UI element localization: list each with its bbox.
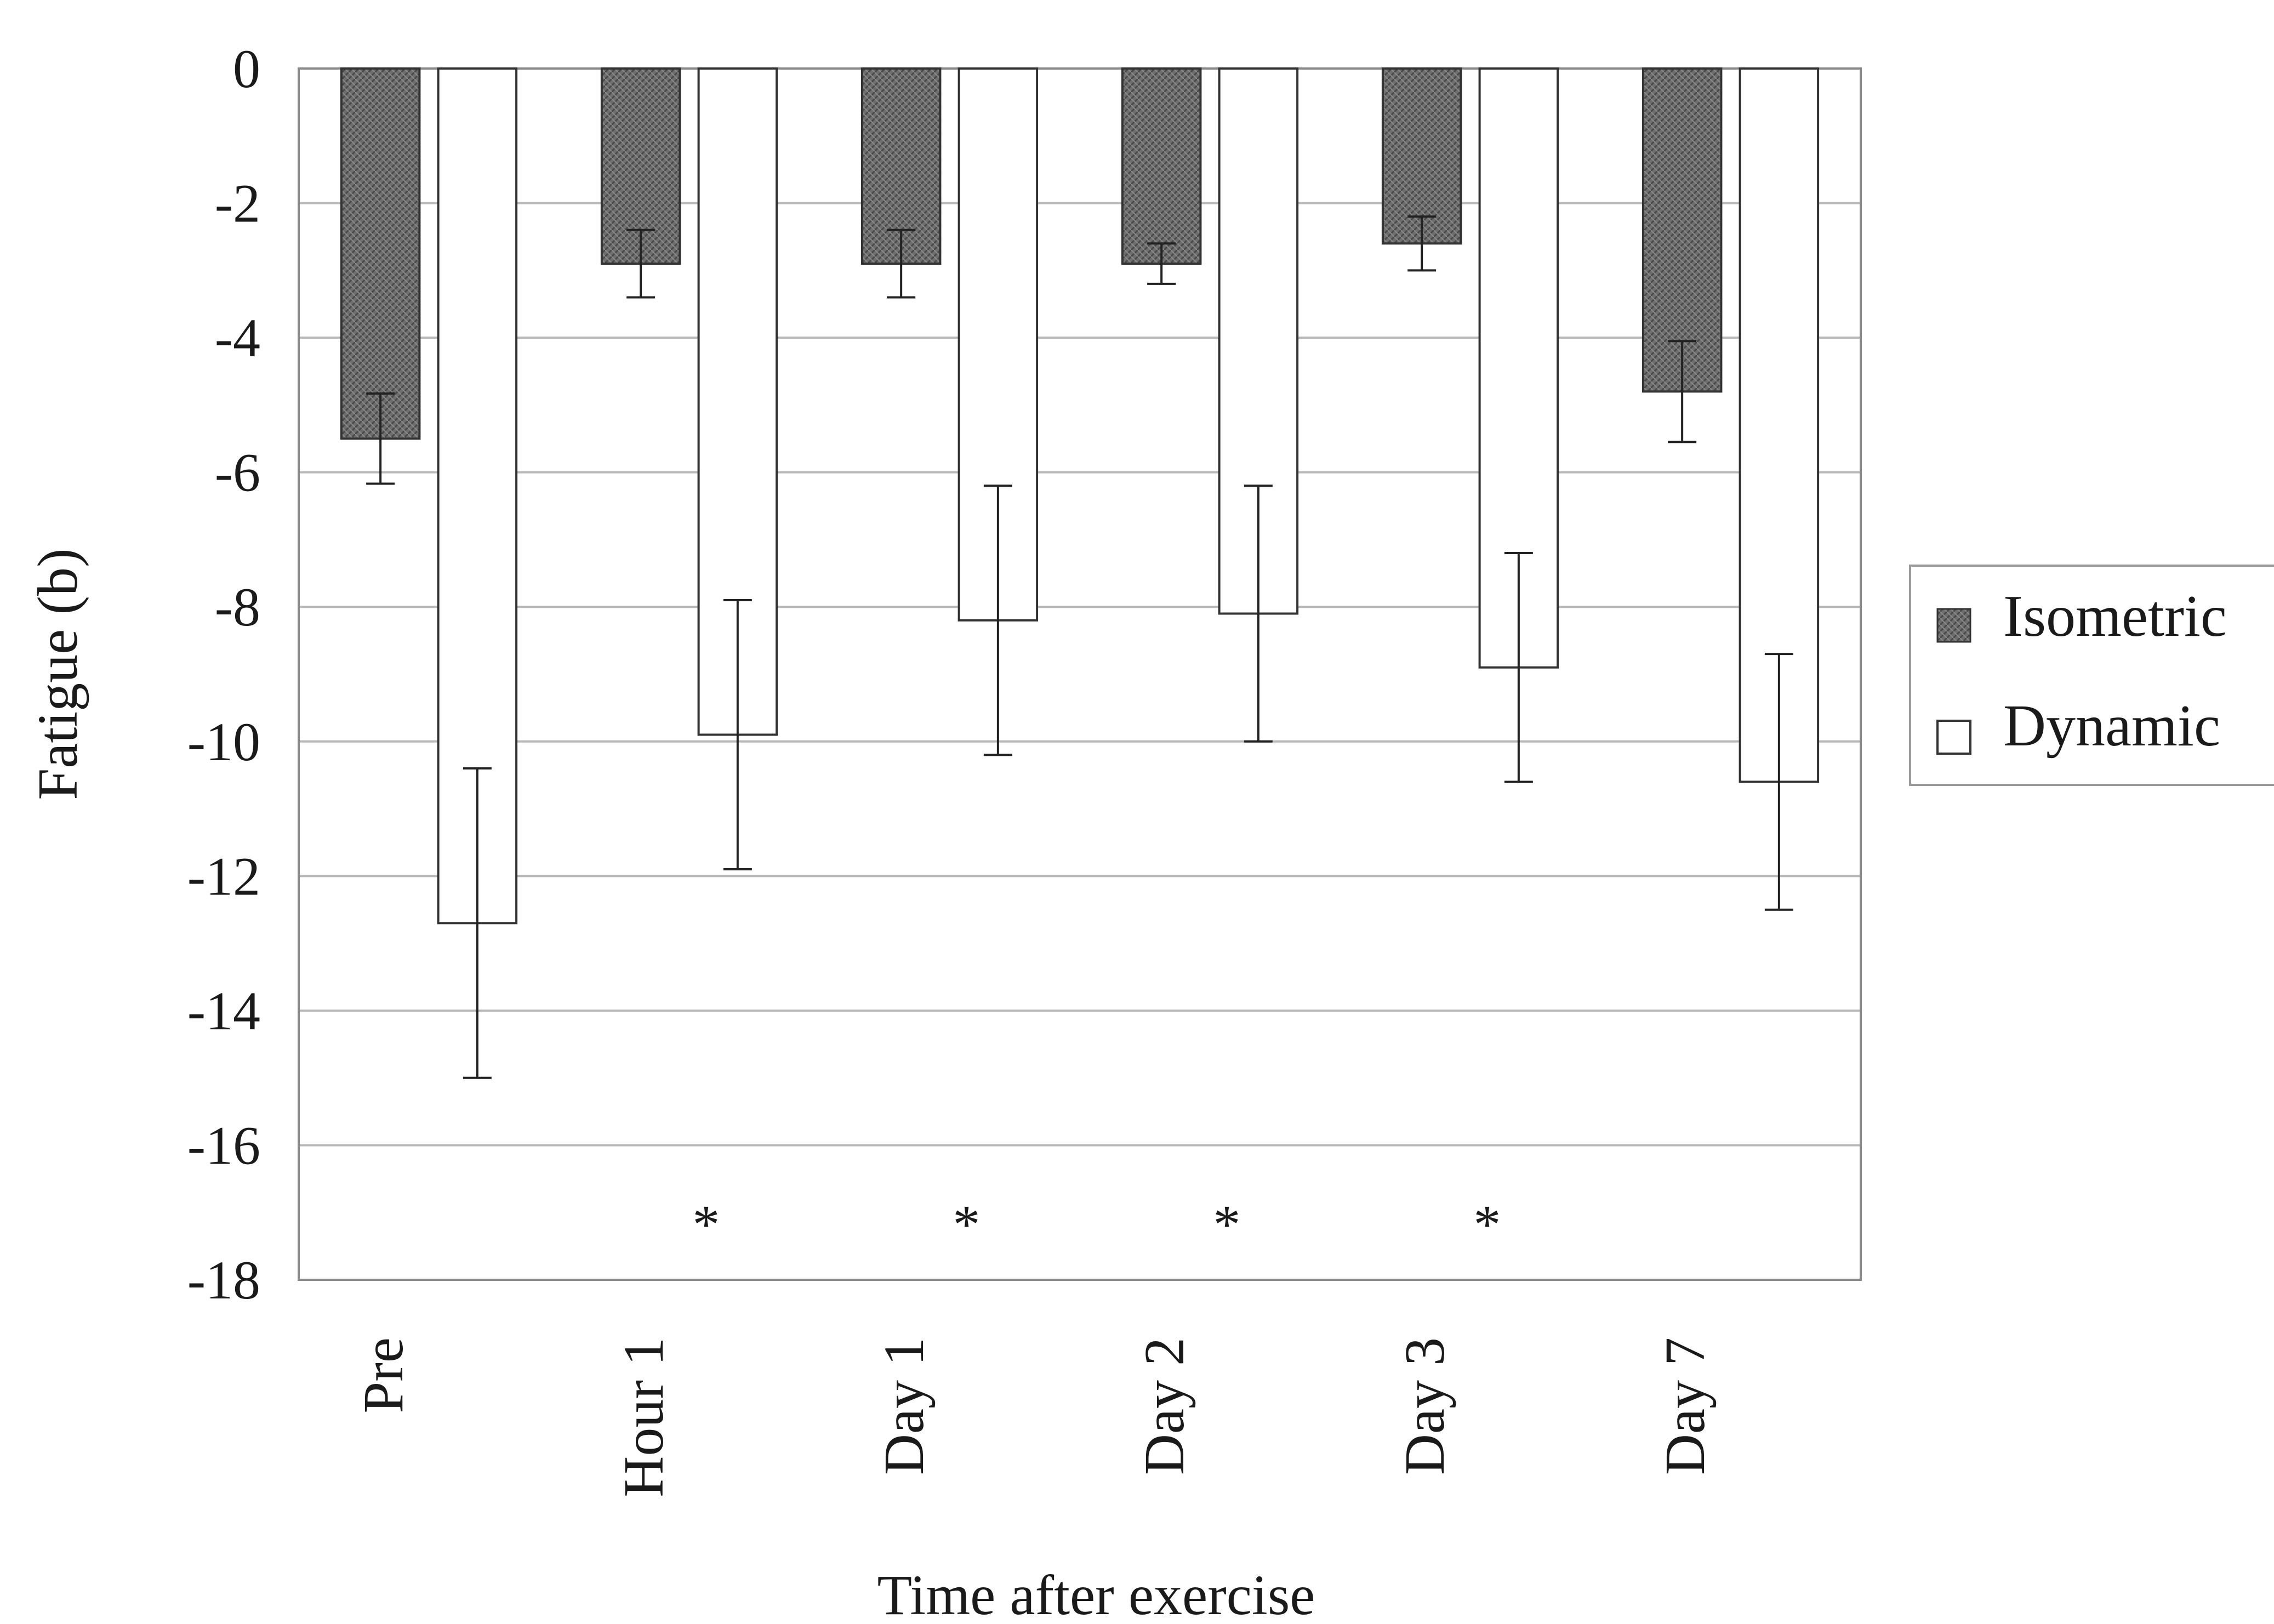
y-tick-label: -4 bbox=[215, 307, 260, 368]
legend-label-dynamic: Dynamic bbox=[2003, 693, 2220, 759]
y-tick-label: -12 bbox=[187, 846, 260, 907]
x-tick-label: Day 1 bbox=[873, 1337, 936, 1475]
x-tick-label: Day 7 bbox=[1654, 1337, 1717, 1475]
bars bbox=[340, 67, 1820, 925]
legend: Isometric Dynamic bbox=[1909, 565, 2274, 786]
bar-isometric bbox=[1121, 67, 1202, 265]
significance-asterisk: * bbox=[1213, 1194, 1240, 1255]
y-tick-label: -6 bbox=[215, 442, 260, 503]
y-tick-label: -10 bbox=[187, 711, 260, 772]
legend-swatch-dynamic bbox=[1936, 720, 1971, 755]
bar-isometric bbox=[340, 67, 421, 440]
y-tick-label: -8 bbox=[215, 577, 260, 637]
grid-lines bbox=[299, 67, 1861, 1281]
error-bars bbox=[366, 215, 1793, 1079]
y-tick-label: -16 bbox=[187, 1115, 260, 1176]
x-tick-label: Hour 1 bbox=[612, 1337, 675, 1497]
x-tick-label: Day 3 bbox=[1393, 1337, 1456, 1475]
y-tick-label: -14 bbox=[187, 981, 260, 1041]
y-tick-label: -18 bbox=[187, 1250, 260, 1310]
y-tick-label: 0 bbox=[233, 38, 260, 99]
x-tick-label: Pre bbox=[352, 1337, 415, 1414]
significance-asterisk: * bbox=[1473, 1194, 1501, 1255]
bar-isometric bbox=[1642, 67, 1723, 393]
plot-area-border bbox=[298, 67, 1862, 1281]
x-tick-label: Day 2 bbox=[1133, 1337, 1196, 1475]
significance-asterisk: * bbox=[953, 1194, 980, 1255]
significance-asterisk: * bbox=[692, 1194, 720, 1255]
plot-frame bbox=[298, 67, 1862, 1281]
significance-markers: * * * * bbox=[692, 1194, 1501, 1255]
y-tick-label: -2 bbox=[215, 173, 260, 234]
legend-swatch-isometric bbox=[1936, 608, 1971, 643]
legend-label-isometric: Isometric bbox=[2003, 584, 2227, 649]
y-axis-ticks: 0 -2 -4 -6 -8 -10 -12 -14 -16 -18 bbox=[187, 38, 260, 1310]
y-axis-title: Fatigue (b) bbox=[26, 548, 89, 800]
x-axis-title: Time after exercise bbox=[877, 1564, 1315, 1624]
x-axis-category-labels: Pre Hour 1 Day 1 Day 2 Day 3 Day 7 bbox=[352, 1337, 1717, 1497]
